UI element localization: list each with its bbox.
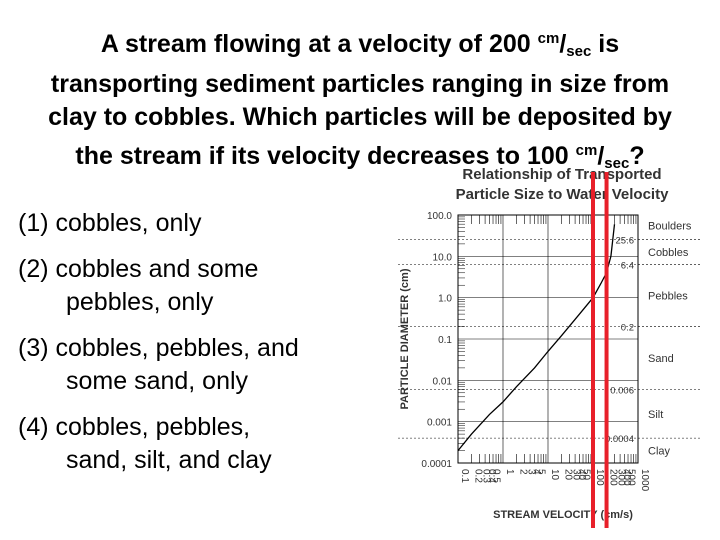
question-line-2: transporting sediment particles ranging … [50, 70, 670, 98]
option-text-continued: sand, silt, and clay [66, 446, 272, 474]
option-text-continued: pebbles, only [66, 288, 214, 316]
unit-denominator: sec [566, 43, 592, 60]
y-tick-label: 100.0 [427, 211, 452, 222]
option-3[interactable]: (3) cobbles, pebbles, and some sand, onl… [18, 332, 378, 398]
size-class-label: Sand [648, 353, 674, 365]
y-tick-label: 10.0 [433, 252, 453, 263]
velocity-particle-size-chart: Relationship of Transported Particle Size… [398, 166, 700, 528]
question-text: A stream flowing at a velocity of 200 cm… [0, 22, 720, 180]
x-tick-label: 4 [531, 469, 542, 475]
x-tick-label: 1000 [639, 469, 650, 492]
option-text: cobbles, only [55, 209, 202, 237]
x-tick-label: 500 [625, 469, 636, 486]
class-boundary-label: 0.006 [610, 386, 634, 397]
class-boundary-label: 0.2 [621, 323, 634, 334]
x-tick-label: 0.2 [473, 469, 484, 483]
x-tick-label: 200 [608, 469, 619, 486]
x-tick-label: 0.5 [490, 469, 501, 483]
option-number: (2) [18, 255, 49, 283]
question-line-4-text: the stream if its velocity decreases to … [75, 142, 576, 170]
y-axis-label: PARTICLE DIAMETER (cm) [399, 268, 411, 409]
y-tick-label: 0.01 [433, 376, 453, 387]
class-boundary-label: 6.4 [621, 260, 634, 271]
x-tick-label: 0.3 [480, 469, 491, 483]
option-4[interactable]: (4) cobbles, pebbles, sand, silt, and cl… [18, 411, 378, 477]
y-tick-label: 0.0001 [421, 459, 452, 470]
unit-numerator: cm [537, 30, 560, 47]
class-boundary-label: 25.6 [616, 235, 635, 246]
option-1[interactable]: (1) cobbles, only [18, 207, 378, 240]
option-2[interactable]: (2) cobbles and some pebbles, only [18, 253, 378, 319]
x-tick-label: 10 [549, 469, 560, 481]
x-tick-label: 0.1 [459, 469, 470, 483]
chart-title: Particle Size to Water Velocity [456, 186, 670, 203]
option-number: (3) [18, 334, 49, 362]
y-tick-label: 0.1 [438, 335, 452, 346]
size-class-label: Boulders [648, 220, 692, 232]
question-line-3: clay to cobbles. Which particles will be… [48, 103, 672, 131]
x-tick-label: 50 [580, 469, 591, 481]
x-tick-label: 3 [525, 469, 536, 475]
x-tick-label: 0.4 [486, 469, 497, 483]
option-text: cobbles, pebbles, [55, 413, 251, 441]
question-line-1-text: A stream flowing at a velocity of 200 [100, 30, 538, 58]
option-text: cobbles, pebbles, and [55, 334, 299, 362]
question-line-1: A stream flowing at a velocity of 200 cm… [0, 22, 720, 68]
y-tick-label: 1.0 [438, 294, 452, 305]
question-line-4: the stream if its velocity decreases to … [0, 134, 720, 180]
x-tick-label: 100 [594, 469, 605, 486]
option-number: (1) [18, 209, 49, 237]
x-tick-label: 20 [563, 469, 574, 481]
question-line-1-end: is [591, 30, 620, 58]
size-class-label: Cobbles [648, 247, 689, 259]
x-tick-label: 300 [615, 469, 626, 486]
x-tick-label: 30 [570, 469, 581, 481]
option-text-continued: some sand, only [66, 367, 249, 395]
x-axis-label: STREAM VELOCITY (cm/s) [493, 509, 633, 521]
x-tick-label: 5 [535, 469, 546, 475]
chart-title: Relationship of Transported [462, 166, 661, 183]
unit-numerator: cm [575, 142, 598, 159]
size-class-label: Clay [648, 446, 671, 458]
unit-slash: / [597, 142, 605, 170]
x-tick-label: 2 [518, 469, 529, 475]
x-tick-label: 1 [504, 469, 515, 475]
y-tick-label: 0.001 [427, 418, 452, 429]
x-tick-label: 40 [576, 469, 587, 481]
class-boundary-label: 0.0004 [605, 434, 634, 445]
option-text: cobbles and some [55, 255, 259, 283]
size-class-label: Silt [648, 409, 663, 421]
question-line-4-end: ? [629, 142, 645, 170]
x-tick-label: 400 [621, 469, 632, 486]
size-class-label: Pebbles [648, 290, 688, 302]
answer-options: (1) cobbles, only (2) cobbles and some p… [18, 207, 378, 490]
unit-denominator: sec [604, 155, 630, 172]
option-number: (4) [18, 413, 49, 441]
unit-slash: / [559, 30, 567, 58]
